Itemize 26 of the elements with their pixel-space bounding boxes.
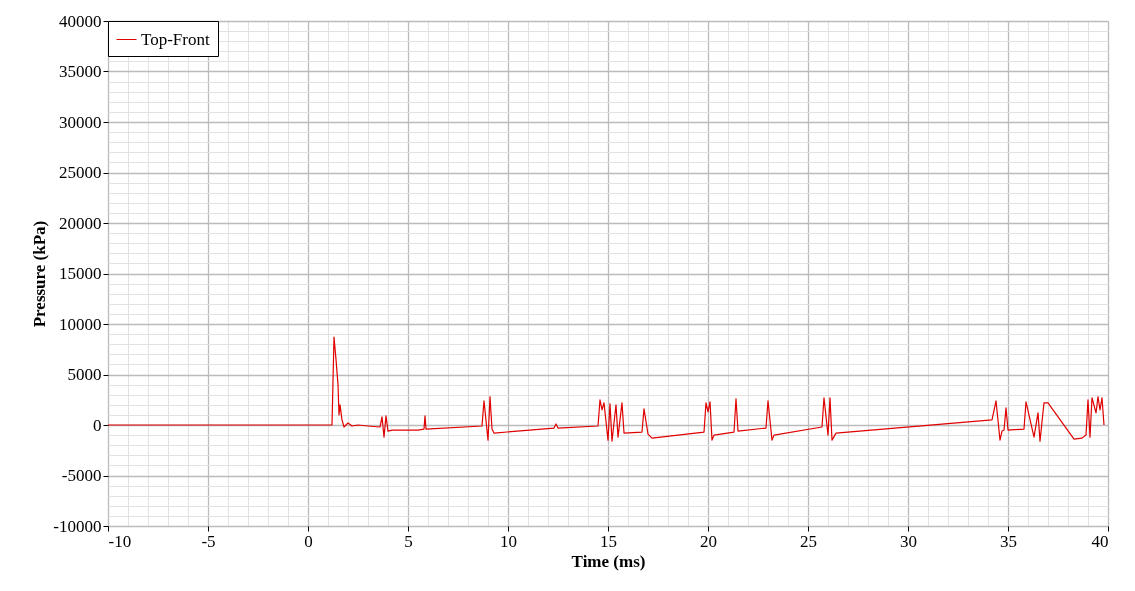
x-tick-label: -5 — [201, 531, 216, 551]
x-tick-label: 20 — [700, 531, 717, 551]
x-tick-label: 25 — [800, 531, 817, 551]
y-axis-title: Pressure (kPa) — [30, 220, 50, 328]
y-tick-label: 25000 — [59, 163, 102, 182]
x-tick-label: 0 — [304, 531, 313, 551]
y-tick-label: 30000 — [59, 112, 102, 132]
x-tick-label: 30 — [900, 531, 917, 551]
y-tick-label: 0 — [93, 415, 102, 435]
line-series — [107, 336, 1105, 442]
y-tick-label: 5000 — [67, 365, 102, 384]
y-tick-label: 15000 — [59, 264, 102, 283]
x-axis-title: Time (ms) — [571, 551, 646, 571]
y-tick-label: 40000 — [59, 11, 102, 31]
y-tick-label: -5000 — [61, 466, 102, 485]
y-tick-label: 35000 — [59, 62, 102, 81]
x-tick-label: 5 — [404, 531, 413, 551]
y-tick-label: 20000 — [59, 213, 102, 233]
x-tick-label: 15 — [600, 531, 617, 551]
x-tick-label: 35 — [1000, 531, 1017, 551]
y-tick-label: -10000 — [53, 516, 102, 536]
x-tick-label: 40 — [1091, 531, 1109, 551]
y-tick-label: 10000 — [59, 314, 102, 334]
x-tick-label: 10 — [500, 531, 517, 551]
x-tick-label: -10 — [108, 531, 132, 551]
legend-label: Top-Front — [141, 29, 210, 49]
